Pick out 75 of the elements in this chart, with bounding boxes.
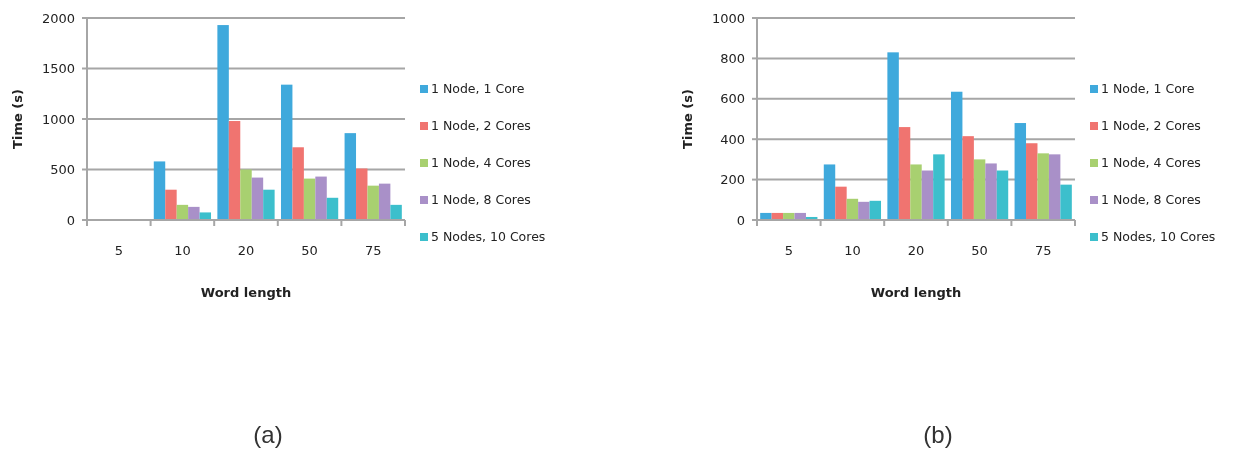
bar <box>228 121 241 220</box>
bar <box>962 136 974 220</box>
legend-label: 1 Node, 8 Cores <box>431 192 531 208</box>
legend-label: 1 Node, 2 Cores <box>431 118 531 134</box>
bar <box>165 189 177 220</box>
y-axis-title: Time (s) <box>680 89 695 149</box>
y-tick-label: 600 <box>720 91 745 107</box>
bar <box>292 147 304 220</box>
x-tick-label: 10 <box>174 243 191 258</box>
legend-label: 1 Node, 4 Cores <box>1101 155 1201 171</box>
y-tick-label: 1500 <box>41 61 75 77</box>
y-tick-label: 0 <box>66 212 75 228</box>
x-tick-label: 50 <box>301 243 318 258</box>
bar <box>390 204 402 220</box>
bar <box>869 200 882 220</box>
bar <box>263 189 275 220</box>
legend-label: 1 Node, 4 Cores <box>431 155 531 171</box>
bar <box>326 197 339 220</box>
bar <box>280 84 293 220</box>
x-tick-label: 75 <box>364 243 382 258</box>
x-tick-label: 10 <box>844 243 861 258</box>
bar <box>887 52 899 220</box>
bar <box>933 154 945 220</box>
legend-label: 1 Node, 8 Cores <box>1101 192 1201 208</box>
x-tick-label: 75 <box>1034 243 1052 258</box>
bar <box>251 177 264 220</box>
y-tick-label: 500 <box>50 162 75 178</box>
y-tick-label: 1000 <box>711 10 745 26</box>
bar <box>921 170 934 220</box>
legend-label: 5 Nodes, 10 Cores <box>1101 229 1216 245</box>
bar <box>1026 143 1038 220</box>
bar <box>950 91 963 220</box>
x-tick-label: 5 <box>114 243 123 258</box>
bar <box>367 185 379 220</box>
text: (a) <box>253 421 283 449</box>
bar <box>1037 153 1049 220</box>
x-axis-title: Word length <box>870 285 962 300</box>
x-tick-label: 5 <box>784 243 793 258</box>
bar <box>910 164 922 220</box>
bar <box>303 178 316 220</box>
bar <box>188 206 200 220</box>
y-tick-label: 2000 <box>41 10 75 26</box>
y-tick-label: 400 <box>720 131 745 147</box>
bar <box>823 164 836 220</box>
legend-label: 1 Node, 2 Cores <box>1101 118 1201 134</box>
bar <box>240 169 252 220</box>
y-tick-label: 200 <box>720 172 745 188</box>
x-tick-label: 20 <box>907 243 925 258</box>
y-axis-title: Time (s) <box>10 89 25 149</box>
x-tick-label: 20 <box>237 243 255 258</box>
legend-label: 1 Node, 1 Core <box>431 81 525 97</box>
bar <box>153 161 166 220</box>
legend-label: 1 Node, 1 Core <box>1101 81 1195 97</box>
y-tick-label: 0 <box>736 212 745 228</box>
bar <box>898 127 911 220</box>
bar <box>1014 123 1027 220</box>
bar <box>1048 154 1061 220</box>
bar <box>858 201 870 220</box>
bar <box>356 168 368 220</box>
bar <box>996 170 1009 220</box>
bar <box>315 176 327 220</box>
y-tick-label: 1000 <box>41 111 75 127</box>
bar <box>217 25 229 220</box>
legend-label: 5 Nodes, 10 Cores <box>431 229 546 245</box>
bar <box>846 198 859 220</box>
bar <box>378 183 391 220</box>
x-tick-label: 50 <box>971 243 988 258</box>
bar <box>1060 184 1072 220</box>
bar <box>344 133 357 220</box>
bar <box>985 163 997 220</box>
bar <box>835 186 847 220</box>
bar <box>973 159 986 220</box>
x-axis-title: Word length <box>200 285 292 300</box>
text: (b) <box>923 421 953 449</box>
y-tick-label: 800 <box>720 50 745 66</box>
